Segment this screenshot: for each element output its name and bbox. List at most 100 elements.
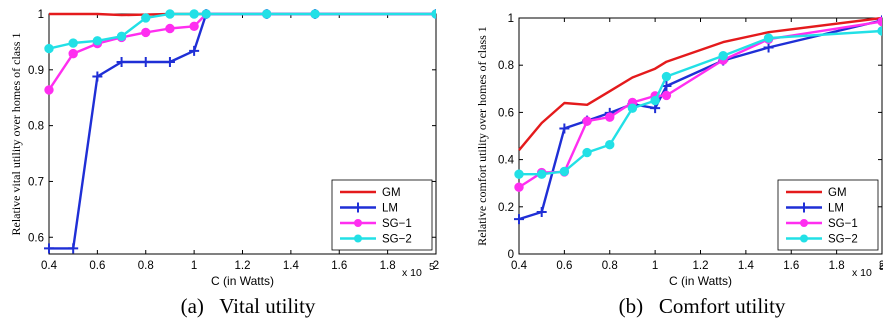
data-point (165, 23, 175, 34)
data-point (627, 103, 638, 113)
data-point (877, 26, 882, 36)
y-tick-label: 1 (508, 13, 514, 25)
y-tick-label: 0 (508, 249, 514, 261)
x-tick-label: 0.8 (602, 260, 618, 272)
data-point (164, 57, 175, 67)
data-point (116, 57, 127, 67)
legend-item: LM (340, 202, 398, 215)
x-axis-label: C (in Watts) (669, 274, 732, 288)
x-tick-label: 2 (433, 260, 439, 272)
x-multiplier: x 10 (852, 267, 872, 279)
y-axis-label: Relative comfort utility over homes of c… (475, 26, 489, 246)
y-axis-label: Relative vital utility over homes of cla… (9, 33, 23, 236)
data-point (261, 9, 272, 19)
data-point (559, 123, 570, 134)
x-tick-label: 1.6 (331, 260, 347, 272)
figure-caption: (b) Comfort utility (619, 294, 786, 318)
y-tick-label: 1 (38, 9, 44, 21)
figure-caption: (a) Vital utility (181, 294, 316, 318)
legend-label: GM (828, 187, 847, 199)
legend-marker (354, 219, 362, 227)
x-multiplier-exponent: 5 (879, 261, 883, 273)
chart-vital: 0.4 0.6 0.8 1 1.2 1.4 1.6 1.8 2 0.6 0.7 0.8 0.9 1 C (i… (9, 9, 439, 318)
data-point (582, 116, 592, 126)
data-point (514, 182, 524, 192)
data-point (431, 9, 436, 19)
data-point (650, 95, 660, 106)
x-tick-label: 0.4 (511, 260, 528, 272)
x-tick-label: 0.8 (138, 260, 154, 272)
y-tick-label: 0.6 (498, 107, 514, 119)
data-point (514, 214, 524, 225)
data-point (536, 169, 547, 179)
data-point (582, 147, 592, 158)
x-multiplier-exponent: 5 (429, 261, 435, 273)
legend-marker (353, 202, 363, 213)
y-tick-label: 0.8 (28, 121, 44, 133)
x-tick-label: 1.8 (380, 260, 396, 272)
data-point (310, 9, 320, 19)
y-tick-label: 0.4 (498, 155, 515, 167)
x-tick-label: 1.2 (235, 260, 251, 272)
legend-label: SG−2 (382, 234, 412, 246)
x-tick-label: 0.4 (41, 260, 58, 272)
series-sg2-line (48, 12, 436, 50)
data-point (718, 51, 728, 61)
data-point (116, 31, 127, 42)
series-sg1 (44, 9, 436, 95)
series-gm-line (518, 16, 882, 151)
data-point (68, 38, 78, 48)
data-point (559, 166, 570, 177)
x-multiplier: x 10 (402, 267, 422, 279)
legend-label: SG−2 (828, 234, 858, 246)
x-tick-label: 1.2 (693, 260, 709, 272)
x-tick-label: 0.6 (556, 260, 572, 272)
legend-label: SG−1 (382, 218, 412, 230)
x-tick-label: 1.6 (783, 260, 799, 272)
data-point (189, 21, 199, 31)
legend-marker (354, 234, 362, 243)
x-tick-label: 1.8 (829, 260, 845, 272)
data-point (605, 140, 615, 150)
y-tick-label: 0.2 (498, 202, 514, 214)
data-point (189, 9, 199, 19)
data-point (514, 169, 524, 179)
data-point (661, 90, 672, 101)
legend-label: GM (382, 187, 401, 199)
y-tick-label: 0.6 (28, 232, 44, 244)
legend-item: SG−2 (340, 234, 412, 246)
data-point (44, 243, 54, 254)
legend: GM LM SG−1 SG−2 (777, 179, 879, 251)
legend-item: GM (340, 187, 401, 199)
data-point (141, 27, 151, 38)
data-point (605, 112, 615, 122)
plot-area (44, 9, 436, 254)
legend-marker (800, 219, 808, 227)
chart-comfort: 0.4 0.6 0.8 1 1.2 1.4 1.6 1.8 2 0 0.2 0.4 0.6 0.8 1 C (… (475, 13, 883, 318)
legend: GM LM SG−1 SG−2 (331, 179, 433, 251)
data-point (165, 9, 175, 19)
x-tick-label: 1.4 (283, 260, 300, 272)
data-point (661, 71, 672, 82)
legend-item: GM (786, 187, 847, 199)
plot-area (514, 15, 882, 225)
x-tick-label: 1 (191, 260, 197, 272)
data-point (536, 206, 547, 217)
data-point (141, 13, 151, 23)
legend-label: SG−1 (828, 218, 858, 230)
series-sg2 (44, 9, 436, 54)
data-point (140, 57, 151, 67)
legend-marker (799, 202, 809, 213)
x-tick-label: 1 (652, 260, 658, 272)
x-tick-label: 1.4 (738, 260, 755, 272)
legend-marker (800, 234, 808, 243)
legend-label: LM (382, 203, 398, 215)
legend-item: SG−1 (786, 218, 858, 230)
y-tick-label: 0.7 (28, 176, 44, 188)
data-point (44, 43, 54, 54)
data-point (763, 42, 774, 53)
x-tick-label: 0.6 (89, 260, 105, 272)
data-point (44, 85, 54, 95)
legend-label: LM (828, 203, 844, 215)
